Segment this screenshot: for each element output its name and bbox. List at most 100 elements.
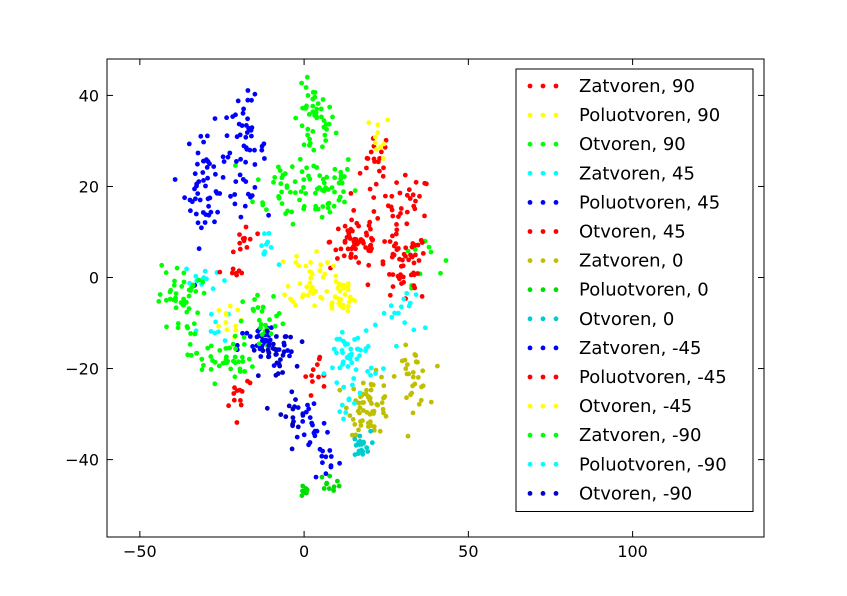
data-point <box>415 271 420 276</box>
data-point <box>345 246 351 252</box>
data-point <box>360 451 366 457</box>
data-point <box>313 474 319 480</box>
data-point <box>241 334 247 340</box>
data-point <box>174 265 180 271</box>
data-point <box>310 379 315 384</box>
data-point <box>276 164 281 170</box>
y-tick-label: −40 <box>65 451 99 470</box>
data-point <box>403 342 409 348</box>
data-point <box>403 253 408 259</box>
data-point <box>385 117 390 123</box>
data-point <box>235 307 241 313</box>
data-point <box>368 428 373 434</box>
data-point <box>320 274 326 280</box>
data-point <box>274 360 280 366</box>
data-point <box>216 363 222 369</box>
data-point <box>208 367 214 372</box>
data-point <box>230 249 236 255</box>
data-point <box>398 263 404 269</box>
data-point <box>279 189 284 195</box>
series-8 <box>352 428 375 457</box>
data-point <box>416 401 422 407</box>
data-point <box>269 325 274 331</box>
data-point <box>195 150 201 156</box>
data-point <box>413 292 419 297</box>
data-point <box>245 88 251 93</box>
data-point <box>265 347 271 353</box>
data-point <box>267 337 273 343</box>
data-point <box>303 409 309 415</box>
data-point <box>187 280 193 286</box>
data-point <box>404 371 410 377</box>
data-point <box>381 310 387 316</box>
legend-marker <box>540 491 546 496</box>
data-point <box>252 91 258 97</box>
data-point <box>277 168 283 174</box>
data-point <box>207 161 212 167</box>
data-point <box>255 328 261 334</box>
data-point <box>272 175 278 180</box>
data-point <box>352 241 357 247</box>
data-point <box>285 283 291 289</box>
data-point <box>413 353 419 358</box>
legend-item: Poluotvoren, -45 <box>527 367 727 388</box>
data-point <box>241 342 247 347</box>
data-point <box>242 235 248 241</box>
data-point <box>245 116 251 122</box>
data-point <box>334 380 340 386</box>
data-point <box>195 191 201 197</box>
data-point <box>403 366 409 372</box>
data-point <box>276 262 282 268</box>
data-point <box>394 343 399 349</box>
data-point <box>349 246 354 252</box>
data-point <box>239 270 245 276</box>
data-point <box>326 239 332 245</box>
legend-marker <box>540 345 546 351</box>
data-point <box>443 258 449 263</box>
data-point <box>276 195 282 201</box>
data-point <box>350 417 356 422</box>
data-point <box>405 248 411 254</box>
data-point <box>255 177 261 183</box>
data-point <box>337 409 343 415</box>
data-point <box>438 270 443 276</box>
data-point <box>204 276 209 282</box>
data-point <box>313 190 318 196</box>
data-point <box>232 333 238 339</box>
data-point <box>330 365 335 371</box>
data-point <box>181 279 187 285</box>
data-point <box>392 310 397 316</box>
data-point <box>351 376 357 381</box>
data-point <box>272 323 278 329</box>
data-point <box>351 208 357 213</box>
data-point <box>238 214 244 220</box>
data-point <box>397 276 402 282</box>
data-point <box>318 262 324 268</box>
data-point <box>331 484 337 490</box>
data-point <box>327 473 333 479</box>
series-11 <box>216 249 358 340</box>
series-10 <box>217 268 327 425</box>
data-point <box>363 328 369 333</box>
data-point <box>387 292 393 298</box>
data-point <box>389 193 395 199</box>
data-point <box>180 302 186 308</box>
data-point <box>369 235 374 241</box>
data-point <box>416 258 422 263</box>
data-point <box>367 396 373 401</box>
data-point <box>375 216 381 221</box>
data-point <box>367 186 373 192</box>
data-point <box>223 320 229 325</box>
data-point <box>331 203 337 209</box>
data-point <box>202 268 208 274</box>
data-point <box>304 74 310 80</box>
legend-label: Poluotvoren, 45 <box>579 192 720 213</box>
data-point <box>364 232 370 238</box>
data-point <box>243 159 249 165</box>
data-point <box>369 440 375 446</box>
data-point <box>299 493 305 498</box>
data-point <box>190 282 196 288</box>
data-point <box>361 408 366 413</box>
data-point <box>243 145 249 151</box>
series-6 <box>337 342 440 439</box>
